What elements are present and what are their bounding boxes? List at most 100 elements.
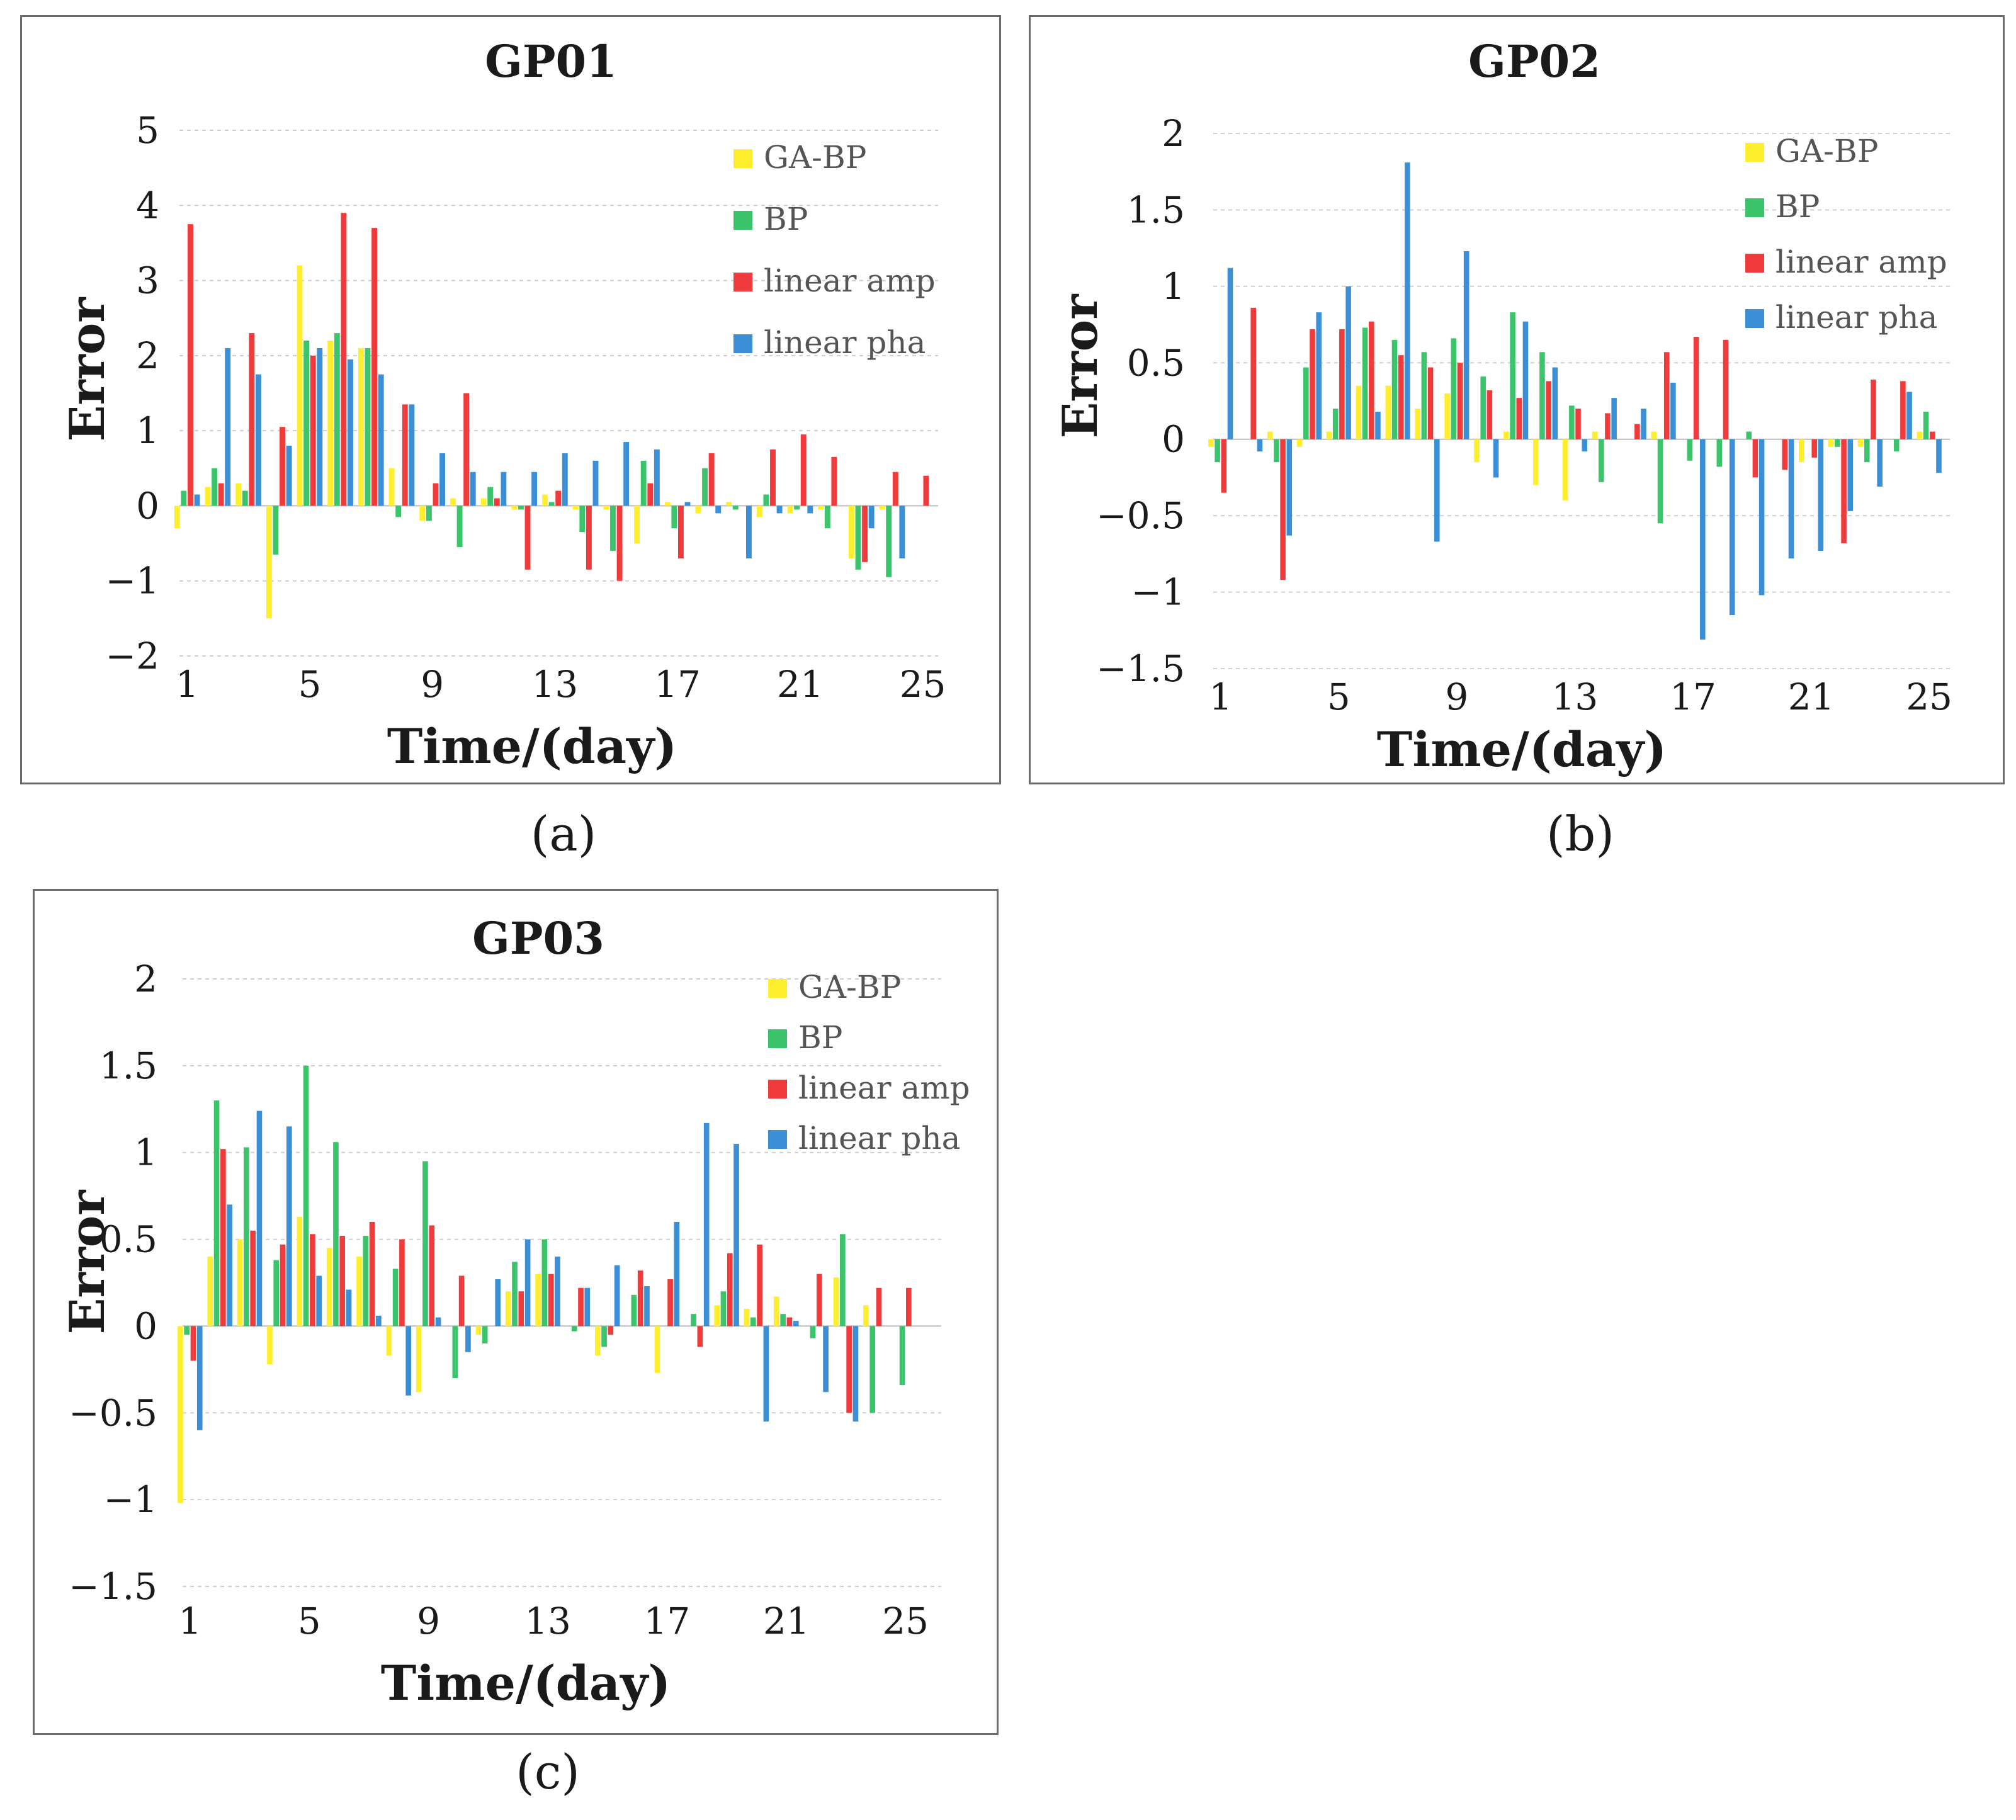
bar-bp xyxy=(181,490,187,506)
bar-linear-pha xyxy=(196,1326,203,1430)
y-tick-label: 3 xyxy=(136,259,159,302)
bar-ga-bp xyxy=(1474,439,1480,463)
bar-linear-amp xyxy=(786,1317,793,1326)
bar-linear-amp xyxy=(190,1326,196,1361)
bar-ga-bp xyxy=(1651,431,1657,439)
bar-ga-bp xyxy=(1917,431,1923,439)
bar-linear-amp xyxy=(816,1274,822,1326)
x-tick-label: 9 xyxy=(421,663,444,706)
bar-ga-bp xyxy=(386,1326,392,1356)
y-tick-label: 1 xyxy=(134,1131,157,1174)
bar-linear-amp xyxy=(1487,390,1493,439)
bar-bp xyxy=(840,1234,846,1326)
bar-ga-bp xyxy=(297,1216,303,1326)
y-tick-label: −1 xyxy=(104,1478,158,1521)
bar-bp xyxy=(1362,327,1368,439)
bar-bp xyxy=(392,1269,399,1326)
bar-linear-pha xyxy=(684,502,691,506)
bar-linear-pha xyxy=(654,449,660,506)
bar-ga-bp xyxy=(863,1305,869,1326)
chart-title: GP02 xyxy=(1468,35,1600,88)
bar-bp xyxy=(855,506,861,570)
y-axis-label: Error xyxy=(59,1190,115,1335)
x-tick-label: 1 xyxy=(176,663,199,706)
bar-bp xyxy=(780,1314,786,1326)
bar-bp xyxy=(548,502,555,506)
y-tick-label: −1 xyxy=(1131,571,1186,614)
bar-linear-pha xyxy=(225,348,231,506)
bar-linear-pha xyxy=(531,472,538,506)
x-tick-label: 17 xyxy=(643,1600,690,1642)
bar-bp xyxy=(1716,439,1723,467)
bar-ga-bp xyxy=(714,1305,720,1326)
bar-ga-bp xyxy=(1356,385,1362,439)
bar-linear-pha xyxy=(733,1143,739,1326)
bar-linear-amp xyxy=(1723,339,1729,439)
bar-linear-amp xyxy=(341,213,347,506)
bar-ga-bp xyxy=(818,506,824,510)
y-tick-label: 0.5 xyxy=(1127,341,1185,384)
bar-bp xyxy=(244,1147,249,1326)
bar-ga-bp xyxy=(237,1239,243,1326)
bar-linear-amp xyxy=(1782,439,1788,470)
bar-linear-pha xyxy=(1758,439,1765,596)
legend-swatch xyxy=(768,1130,787,1149)
bar-bp xyxy=(333,1142,339,1326)
bar-linear-pha xyxy=(227,1204,232,1326)
y-tick-label: 1.5 xyxy=(1127,188,1185,231)
bar-linear-pha xyxy=(1257,439,1263,452)
bar-linear-amp xyxy=(637,1270,643,1326)
bar-bp xyxy=(482,1326,488,1343)
chart-panel-gp02: GP02 −1.5 −1 −0.5 0 0.5 1 1.5 2 1 5 9 13 17 21 25 Time/(… xyxy=(1029,15,2005,784)
bar-bp xyxy=(456,506,463,548)
bar-linear-amp xyxy=(608,1326,614,1335)
legend-label: GA-BP xyxy=(764,139,866,176)
legend-label: linear pha xyxy=(1775,299,1937,336)
legend-swatch xyxy=(1745,198,1764,217)
bar-linear-amp xyxy=(1634,424,1640,439)
legend-swatch xyxy=(733,273,752,291)
y-tick-label: −0.5 xyxy=(1096,494,1185,537)
bar-bp xyxy=(671,506,677,529)
bar-bp xyxy=(1332,409,1339,439)
bar-linear-amp xyxy=(1221,439,1227,493)
bar-linear-pha xyxy=(378,374,384,506)
bar-ga-bp xyxy=(480,498,487,506)
bar-ga-bp xyxy=(695,506,701,514)
bar-linear-amp xyxy=(1663,352,1670,439)
caption-c: (c) xyxy=(516,1744,580,1800)
bar-linear-amp xyxy=(667,1279,673,1326)
bar-bp xyxy=(1746,431,1752,439)
bar-bp xyxy=(303,341,310,506)
x-tick-label: 25 xyxy=(882,1600,929,1642)
bar-ga-bp xyxy=(1267,431,1273,439)
bar-linear-pha xyxy=(286,1126,292,1326)
bar-bp xyxy=(487,487,494,506)
bar-linear-pha xyxy=(614,1265,620,1326)
bar-ga-bp xyxy=(416,1326,422,1393)
bar-bp xyxy=(601,1326,607,1347)
bar-bp xyxy=(1598,439,1604,482)
bar-linear-amp xyxy=(1369,321,1374,439)
bar-linear-amp xyxy=(1398,355,1404,439)
bar-linear-pha xyxy=(674,1222,680,1326)
y-tick-label: −0.5 xyxy=(69,1391,157,1434)
bar-linear-pha xyxy=(524,1239,531,1326)
bar-bp xyxy=(886,506,892,577)
y-tick-label: 1.5 xyxy=(99,1044,157,1087)
x-tick-label: 25 xyxy=(1906,675,1952,718)
chart-panel-gp03: GP03 −1.5 −1 −0.5 0 0.5 1 1.5 2 1 5 9 13 17 21 25 Time/(… xyxy=(33,889,999,1735)
bar-linear-amp xyxy=(831,456,837,506)
chart-gp03: GP03−1.5−1−0.500.511.521 5 9 13 17 21 25Time/(… xyxy=(59,912,970,1711)
y-tick-label: 2 xyxy=(1162,112,1185,155)
legend-swatch xyxy=(733,211,752,230)
y-tick-label: 4 xyxy=(136,184,159,227)
bar-ga-bp xyxy=(848,506,854,558)
bar-linear-amp xyxy=(463,393,470,506)
y-tick-label: 5 xyxy=(136,109,159,152)
y-tick-label: 0 xyxy=(1162,418,1185,461)
bar-bp xyxy=(395,506,402,517)
x-tick-label: 13 xyxy=(1552,675,1599,718)
bar-linear-amp xyxy=(1693,337,1699,439)
bar-ga-bp xyxy=(450,498,456,506)
